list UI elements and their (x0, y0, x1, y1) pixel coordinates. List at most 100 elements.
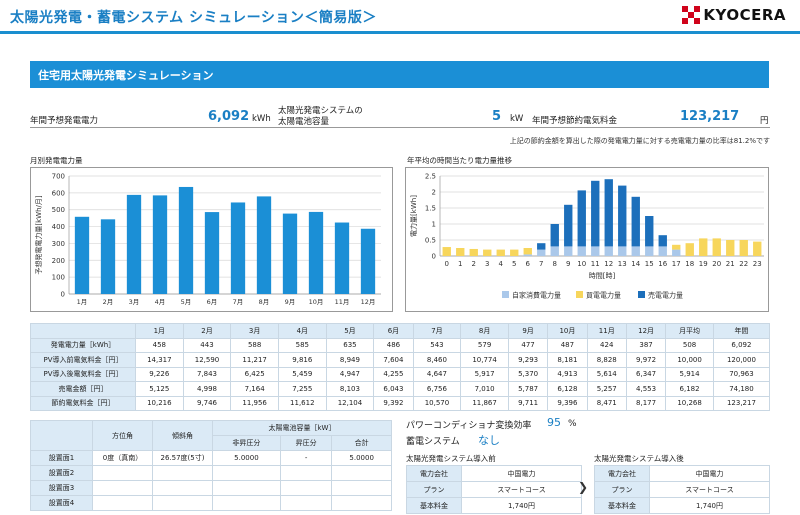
hourly-chart: 0 0.5 1 1.5 2 2.5 電力量[kWh] 0 1 2 3 4 5 6 7 8 9 10 11 12 13 14… (405, 167, 769, 312)
y-axis-label: 電力量[kWh] (409, 195, 418, 237)
monthly-table-col-header: 4月 (277, 323, 327, 339)
bar-segment (496, 249, 505, 256)
table-cell: 5.0000 (331, 450, 392, 466)
pcs-label: パワーコンディショナ変換効率 (406, 421, 532, 431)
row-label: 設置面3 (30, 480, 93, 496)
table-cell: 7,843 (182, 366, 232, 382)
x-tick-label: 17 (672, 260, 681, 268)
legend-swatch (638, 291, 645, 298)
x-tick-label: 3月 (129, 298, 140, 306)
before-table: 電力会社 中国電力 プラン スマートコース 基本料金 1,740円 (406, 465, 582, 514)
table-cell: 9,392 (373, 395, 414, 411)
table-cell: 0度（真南） (92, 450, 153, 466)
capacity-unit: kW (510, 114, 524, 124)
annual-gen-unit: kWh (252, 114, 271, 124)
table-cell: 74,180 (712, 381, 771, 397)
table-cell (152, 465, 213, 481)
monthly-table-col-header: 8月 (460, 323, 509, 339)
table-cell: 4,947 (325, 366, 375, 382)
table-cell (92, 480, 153, 496)
annual-gen-label: 年間予想発電電力 (30, 116, 99, 126)
bar (126, 194, 142, 294)
bar-segment (537, 249, 546, 256)
table-cell: 12,590 (182, 352, 232, 368)
bar-segment (658, 246, 667, 256)
bar-segment (456, 248, 465, 256)
before-plan: スマートコース (461, 481, 582, 498)
table-cell: 543 (412, 337, 462, 353)
table-cell: 486 (373, 337, 414, 353)
table-cell: 10,216 (135, 395, 184, 411)
table-cell: 5,459 (277, 366, 327, 382)
table-cell: 508 (665, 337, 714, 353)
table-cell: 5,125 (135, 381, 184, 397)
bar-segment (618, 185, 627, 247)
monthly-table-col-header: 12月 (625, 323, 667, 339)
monthly-chart-title: 月別発電電力量 (30, 156, 83, 165)
row-label: 節約電気料金［円］ (30, 395, 136, 411)
table-cell: 5,917 (460, 366, 509, 382)
monthly-table-body: 発電電力量［kWh］ 458 443 588 585 635 486 543 579 477 487… (30, 337, 771, 411)
bar-segment (726, 240, 735, 256)
bar (178, 186, 194, 294)
table-row: PV導入前電気料金［円］ 14,317 12,590 11,217 9,816 8,949… (30, 352, 771, 368)
table-cell: 635 (325, 337, 375, 353)
table-cell: 5,257 (586, 381, 627, 397)
table-cell: 7,604 (373, 352, 414, 368)
x-tick-label: 23 (753, 260, 762, 268)
bar-segment (537, 243, 546, 250)
table-cell: 6,347 (625, 366, 667, 382)
x-tick-label: 2月 (103, 298, 114, 306)
x-tick-label: 4 (499, 260, 504, 268)
bar-segment (645, 216, 654, 247)
y-tick-label: 0 (432, 253, 436, 261)
savings-unit: 円 (760, 116, 769, 126)
bar-segment (550, 246, 559, 256)
table-cell: 4,553 (625, 381, 667, 397)
bar (360, 228, 376, 294)
bar-segment (631, 246, 640, 256)
legend-label: 買電電力量 (586, 291, 621, 300)
bar (256, 196, 272, 294)
table-cell: 8,181 (547, 352, 588, 368)
table-cell: 7,164 (230, 381, 279, 397)
bar-segment (469, 248, 478, 256)
table-cell (92, 495, 153, 511)
row-label: PV導入前電気料金［円］ (30, 352, 136, 368)
table-cell: 4,647 (412, 366, 462, 382)
table-cell (212, 480, 281, 496)
row-label: 発電電力量［kWh］ (30, 337, 136, 353)
table-cell: 579 (460, 337, 509, 353)
table-cell: 6,043 (373, 381, 414, 397)
table-cell (212, 465, 281, 481)
x-tick-label: 2 (472, 260, 476, 268)
table-row: 売電金額［円］ 5,125 4,998 7,164 7,255 8,103 6,043 6,7… (30, 381, 771, 397)
table-cell: 4,255 (373, 366, 414, 382)
table-cell: 6,425 (230, 366, 279, 382)
legend-label: 自家消費電力量 (512, 291, 561, 300)
table-cell: 9,816 (277, 352, 327, 368)
table-cell (331, 480, 392, 496)
x-tick-label: 6 (526, 260, 531, 268)
table-cell: 4,913 (547, 366, 588, 382)
before-title: 太陽光発電システム導入前 (406, 454, 496, 463)
bar-segment (604, 246, 613, 256)
table-cell: 487 (547, 337, 588, 353)
row-label: 売電金額［円］ (30, 381, 136, 397)
ratio-note: 上記の節約金額を算出した際の発電電力量に対する売電電力量の比率は81.2%です (509, 137, 770, 145)
table-cell: 5,370 (507, 366, 549, 382)
table-cell (279, 465, 333, 481)
table-cell: 12,104 (325, 395, 375, 411)
table-cell: 424 (586, 337, 627, 353)
table-cell: 120,000 (712, 352, 771, 368)
y-tick-label: 2.5 (425, 173, 436, 181)
table-cell (212, 495, 281, 511)
bar-segment (672, 249, 681, 256)
panel-table: 方位角 傾斜角 太陽電池容量［kW］ 非昇圧分 昇圧分 合計 設置面1 0度（真南… (30, 420, 392, 511)
section-header: 住宅用太陽光発電シミュレーション (30, 61, 769, 88)
table-row: 発電電力量［kWh］ 458 443 588 585 635 486 543 579 477 487… (30, 337, 771, 353)
y-tick-label: 2 (432, 189, 436, 197)
panel-table-body: 設置面1 0度（真南） 26.57度(5寸) 5.0000-5.0000 設置面2 設置面… (30, 450, 392, 511)
table-cell: 6,128 (547, 381, 588, 397)
bar-segment (672, 244, 681, 250)
